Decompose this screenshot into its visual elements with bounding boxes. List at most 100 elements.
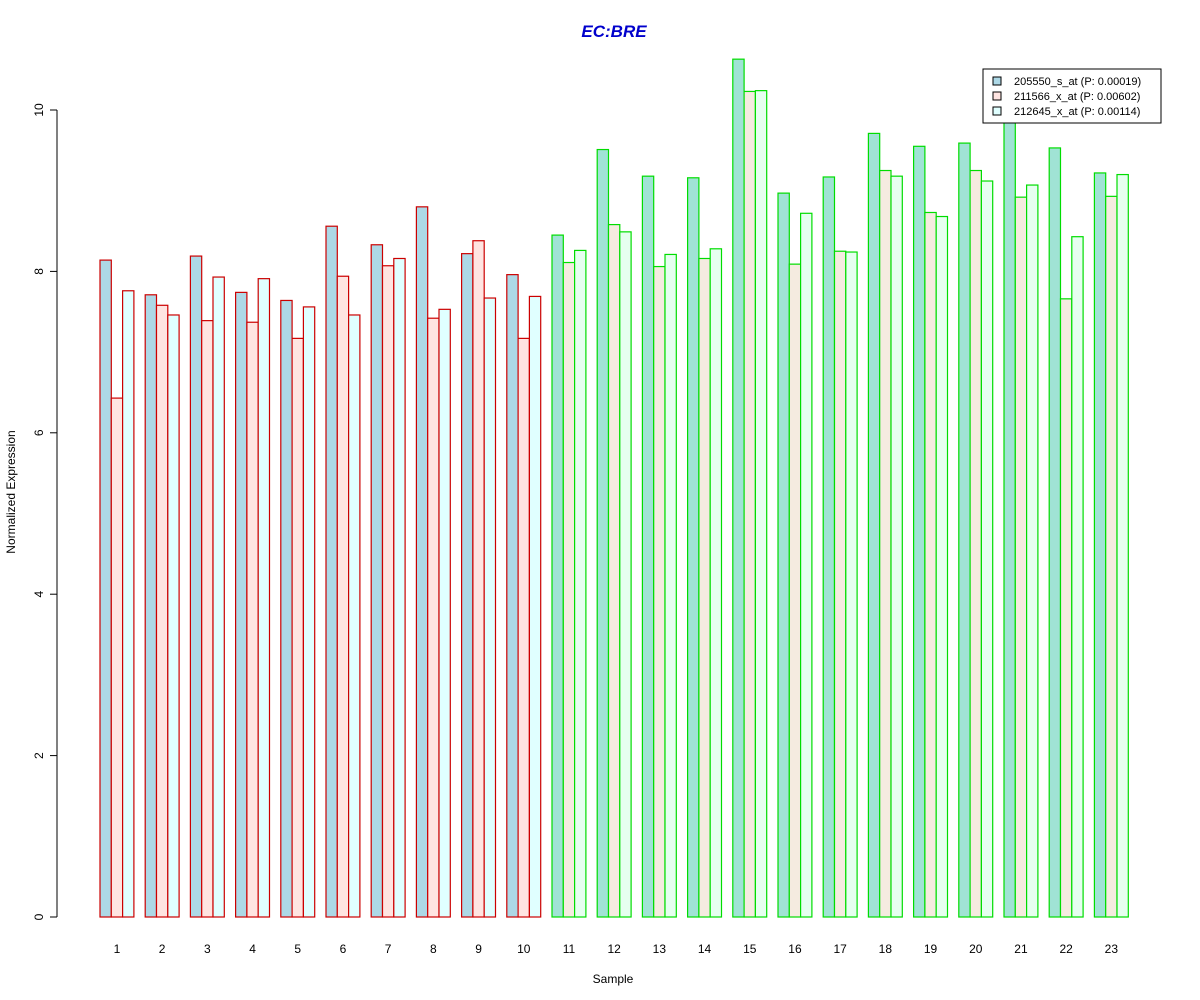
x-tick-label: 16 (788, 942, 802, 956)
bar-sample-11-series-3 (573, 249, 587, 918)
y-tick-label: 0 (32, 913, 46, 920)
x-tick-label: 7 (385, 942, 392, 956)
y-tick-label: 2 (32, 752, 46, 759)
bar-sample-6-series-1 (325, 225, 338, 918)
x-tick-label: 22 (1059, 942, 1073, 956)
legend-swatch (992, 106, 1002, 116)
bar-sample-14-series-3 (709, 248, 723, 918)
bar-sample-8-series-3 (438, 308, 451, 918)
bar-sample-12-series-3 (619, 231, 632, 918)
x-tick-label: 1 (114, 942, 121, 956)
bar-sample-18-series-1 (867, 132, 881, 918)
y-tick-label: 6 (32, 429, 46, 436)
bar-sample-9-series-1 (461, 253, 474, 918)
bar-sample-17-series-2 (833, 250, 847, 918)
bar-sample-3-series-1 (189, 255, 203, 918)
bar-sample-20-series-1 (958, 142, 971, 918)
bar-sample-4-series-3 (257, 278, 271, 918)
bar-sample-15-series-3 (754, 90, 768, 918)
bar-sample-7-series-2 (381, 265, 395, 918)
bar-sample-9-series-2 (472, 240, 485, 918)
legend-label: 205550_s_at (P: 0.00019) (1014, 76, 1141, 88)
x-tick-label: 9 (475, 942, 482, 956)
bar-sample-16-series-1 (777, 192, 790, 918)
x-tick-label: 13 (653, 942, 667, 956)
chart-title: EC:BRE (581, 22, 647, 41)
bar-sample-1-series-1 (99, 259, 112, 918)
bar-sample-13-series-1 (641, 175, 655, 918)
x-tick-label: 20 (969, 942, 983, 956)
bar-sample-1-series-3 (121, 290, 135, 918)
bar-sample-21-series-1 (1003, 122, 1016, 918)
bar-sample-16-series-2 (788, 263, 802, 918)
bar-sample-13-series-3 (664, 253, 677, 918)
bar-sample-5-series-3 (302, 306, 316, 918)
bar-sample-21-series-3 (1025, 184, 1039, 918)
bar-sample-9-series-3 (483, 297, 497, 918)
bar-sample-21-series-2 (1014, 196, 1028, 918)
x-tick-label: 11 (563, 942, 576, 956)
x-tick-label: 3 (204, 942, 211, 956)
bar-sample-11-series-2 (562, 261, 576, 918)
bar-sample-10-series-2 (517, 337, 530, 918)
bars-group (99, 58, 1129, 918)
x-tick-label: 21 (1014, 942, 1028, 956)
x-tick-label: 6 (340, 942, 347, 956)
x-axis-tick-labels: 1 2 3 4 5 6 7 8 9 10 11 12 13 14 15 16 17 18 19 20 21 22 23 (114, 942, 1119, 956)
x-tick-label: 10 (517, 942, 531, 956)
legend: 205550_s_at (P: 0.00019) 211566_x_at (P: … (982, 68, 1162, 124)
legend-box (982, 68, 1162, 124)
bar-sample-18-series-2 (879, 169, 892, 918)
bar-sample-13-series-2 (653, 265, 666, 918)
y-tick-label: 8 (32, 268, 46, 275)
bar-sample-8-series-2 (427, 317, 440, 918)
x-tick-label: 14 (698, 942, 712, 956)
bar-sample-20-series-2 (969, 169, 982, 918)
y-axis: 0 2 4 6 8 10 (32, 103, 58, 920)
bar-sample-14-series-1 (686, 177, 700, 918)
bar-sample-14-series-2 (698, 257, 711, 918)
bar-sample-11-series-1 (551, 234, 564, 918)
bar-sample-5-series-1 (280, 299, 293, 918)
bar-sample-18-series-3 (890, 175, 903, 918)
bar-sample-6-series-3 (348, 314, 361, 918)
bar-sample-15-series-1 (732, 58, 745, 918)
x-tick-label: 19 (924, 942, 938, 956)
x-tick-label: 2 (159, 942, 166, 956)
bar-sample-15-series-2 (743, 90, 756, 918)
x-tick-label: 4 (249, 942, 256, 956)
bar-sample-19-series-1 (912, 145, 926, 918)
x-tick-label: 18 (879, 942, 893, 956)
y-tick-label: 10 (32, 103, 46, 117)
bar-sample-1-series-2 (110, 397, 124, 918)
bar-sample-22-series-2 (1059, 298, 1073, 918)
bar-sample-3-series-3 (212, 276, 225, 918)
bar-sample-2-series-2 (155, 304, 169, 918)
bar-sample-3-series-2 (201, 320, 214, 918)
legend-label: 211566_x_at (P: 0.00602) (1014, 91, 1140, 103)
x-tick-label: 23 (1105, 942, 1119, 956)
bar-sample-23-series-3 (1116, 173, 1129, 918)
bar-sample-23-series-1 (1093, 172, 1107, 918)
x-tick-label: 17 (833, 942, 847, 956)
bar-sample-12-series-1 (596, 148, 610, 918)
bar-sample-4-series-2 (246, 321, 259, 918)
bar-sample-7-series-3 (393, 257, 406, 918)
bar-sample-22-series-3 (1071, 236, 1084, 918)
bar-sample-8-series-1 (415, 206, 429, 918)
x-tick-label: 15 (743, 942, 757, 956)
legend-label: 212645_x_at (P: 0.00114) (1014, 106, 1140, 118)
y-tick-label: 4 (32, 591, 46, 598)
bar-sample-23-series-2 (1105, 195, 1118, 918)
x-axis-label: Sample (593, 972, 634, 986)
bar-sample-4-series-1 (235, 291, 248, 918)
legend-swatch (992, 91, 1002, 101)
bar-sample-7-series-1 (370, 244, 384, 918)
bar-sample-17-series-1 (822, 176, 836, 918)
bar-sample-16-series-3 (799, 212, 813, 918)
bar-sample-22-series-1 (1048, 147, 1062, 918)
bar-sample-2-series-1 (144, 294, 158, 918)
x-tick-label: 12 (607, 942, 621, 956)
bar-sample-20-series-3 (980, 180, 994, 918)
